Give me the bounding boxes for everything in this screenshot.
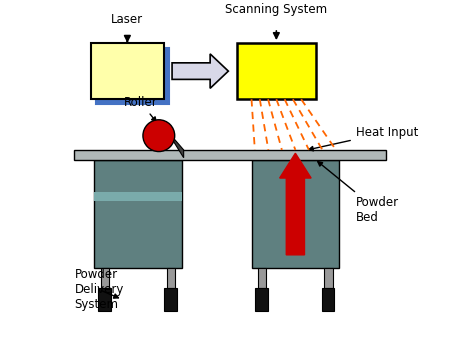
Text: Powder
Delivery
System: Powder Delivery System [74, 268, 123, 311]
Bar [94, 160, 182, 268]
Circle shape [143, 120, 174, 152]
Bar [101, 268, 109, 288]
Bar [324, 268, 332, 288]
Text: Laser: Laser [111, 14, 143, 26]
Bar [164, 288, 177, 311]
Bar [236, 43, 315, 99]
Bar [321, 288, 334, 311]
Bar [94, 192, 182, 201]
Text: Scanning System: Scanning System [225, 3, 327, 17]
Polygon shape [172, 54, 228, 88]
Bar [251, 160, 338, 268]
Bar [257, 268, 266, 288]
Bar [98, 288, 111, 311]
Bar [91, 43, 163, 99]
Bar [74, 150, 385, 160]
Bar [255, 288, 268, 311]
Text: Roller: Roller [124, 96, 157, 122]
Polygon shape [169, 134, 183, 158]
Text: Powder
Bed: Powder Bed [317, 162, 398, 224]
Text: Heat Input: Heat Input [308, 126, 417, 151]
Bar [96, 48, 168, 104]
FancyArrow shape [279, 153, 310, 255]
Bar [167, 268, 175, 288]
